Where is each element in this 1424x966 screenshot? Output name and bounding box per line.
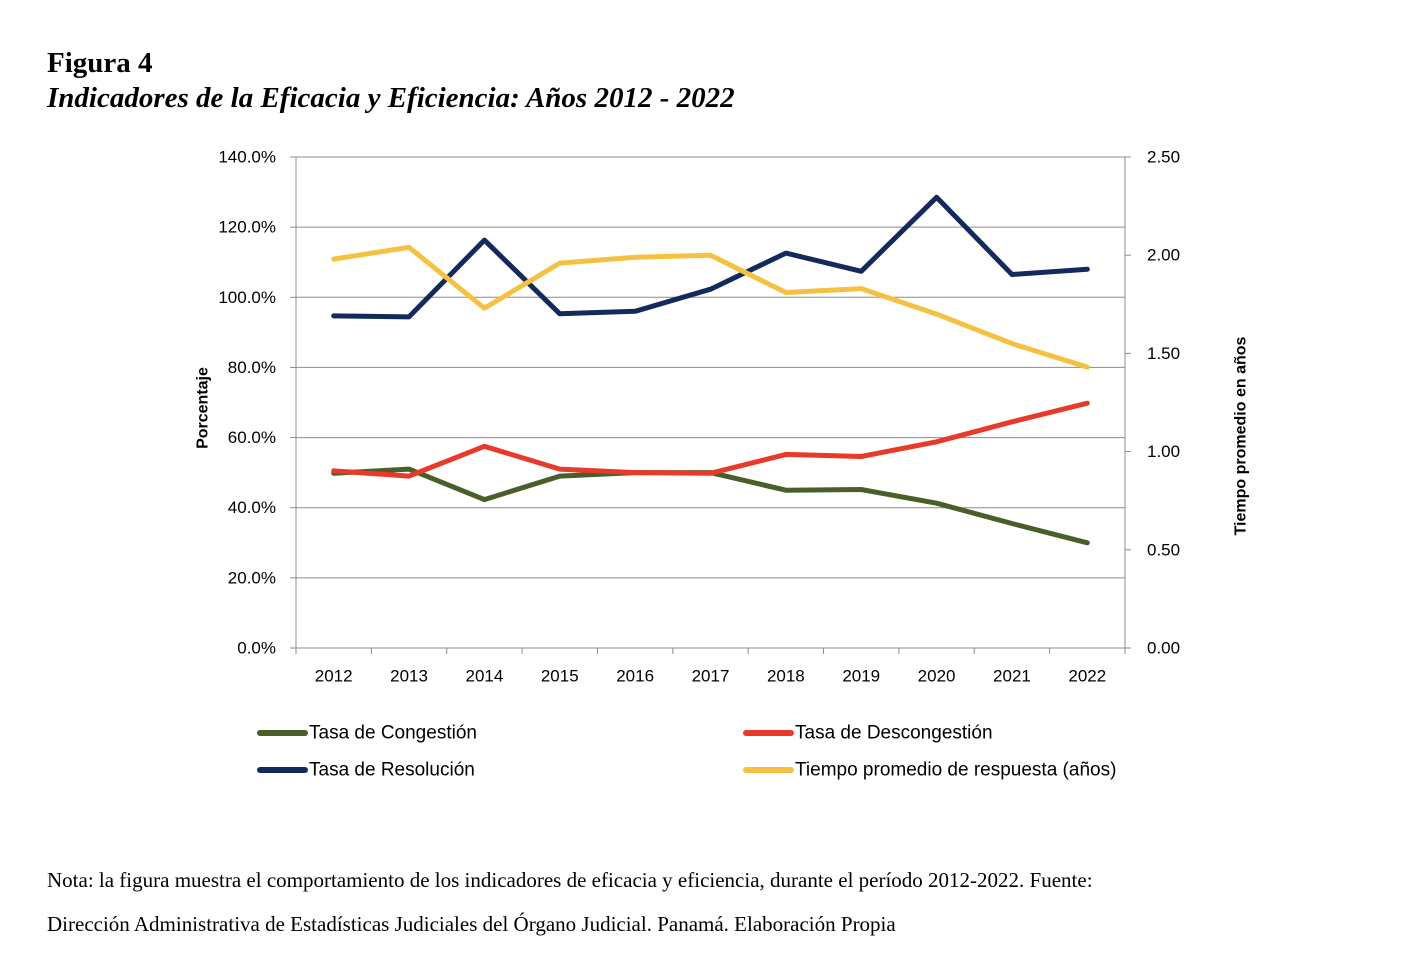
y-tick-label: 100.0%: [218, 288, 276, 307]
note-line-1: Nota: la figura muestra el comportamient…: [47, 868, 1093, 892]
y2-tick-label: 2.00: [1147, 246, 1180, 265]
y-axis-label: Porcentaje: [195, 367, 212, 449]
x-axis-ticks: 2012 2013 2014 2015 2016 2017 2018 2019 2020 2021…: [295, 648, 1126, 686]
y2-tick-label: 0.50: [1147, 540, 1180, 559]
x-tick-label: 2015: [541, 667, 579, 686]
line-chart: 0.0% 20.0% 40.0% 60.0% 80.0% 100.0% 120.0% 140.…: [195, 148, 1250, 781]
y2-tick-label: 2.50: [1147, 148, 1180, 167]
x-tick-label: 2018: [767, 667, 805, 686]
note-line-2: Dirección Administrativa de Estadísticas…: [47, 912, 896, 936]
figure-title: Indicadores de la Eficacia y Eficiencia:…: [47, 82, 735, 114]
y-tick-label: 140.0%: [218, 148, 276, 167]
series-line-2: [331, 400, 1090, 479]
y-tick-label: 60.0%: [228, 428, 276, 447]
legend-label: Tasa de Resolución: [309, 760, 475, 781]
figure-note: Nota: la figura muestra el comportamient…: [47, 858, 1387, 946]
series-lines: [331, 194, 1090, 546]
x-tick-label: 2021: [993, 667, 1031, 686]
x-tick-label: 2012: [315, 667, 353, 686]
axes: [295, 157, 1126, 649]
y2-axis-ticks: 0.00 0.50 1.00 1.50 2.00 2.50: [1125, 148, 1180, 658]
legend-label: Tiempo promedio de respuesta (años): [795, 760, 1116, 781]
x-tick-label: 2014: [465, 667, 503, 686]
legend-label: Tasa de Descongestión: [795, 723, 993, 744]
x-tick-label: 2020: [918, 667, 956, 686]
y2-tick-label: 1.00: [1147, 442, 1180, 461]
y-tick-label: 120.0%: [218, 218, 276, 237]
series-line-4: [331, 244, 1090, 370]
x-tick-label: 2017: [692, 667, 730, 686]
x-tick-label: 2022: [1068, 667, 1106, 686]
x-tick-label: 2019: [842, 667, 880, 686]
y-tick-label: 40.0%: [228, 498, 276, 517]
legend-label: Tasa de Congestión: [309, 723, 477, 744]
x-tick-label: 2016: [616, 667, 654, 686]
y2-tick-label: 0.00: [1147, 639, 1180, 658]
series-line-1: [331, 466, 1090, 546]
x-tick-label: 2013: [390, 667, 428, 686]
y-tick-label: 0.0%: [237, 639, 276, 658]
y-tick-label: 80.0%: [228, 358, 276, 377]
y2-tick-label: 1.50: [1147, 344, 1180, 363]
y2-axis-label: Tiempo promedio en años: [1233, 336, 1250, 535]
y-tick-label: 20.0%: [228, 568, 276, 587]
y-axis-ticks: 0.0% 20.0% 40.0% 60.0% 80.0% 100.0% 120.0% 140.…: [218, 148, 296, 658]
series-line-3: [331, 194, 1090, 320]
figure-number: Figura 4: [47, 47, 153, 79]
gridlines: [296, 156, 1125, 579]
legend: Tasa de Congestión Tasa de Descongestión T…: [257, 723, 1116, 781]
